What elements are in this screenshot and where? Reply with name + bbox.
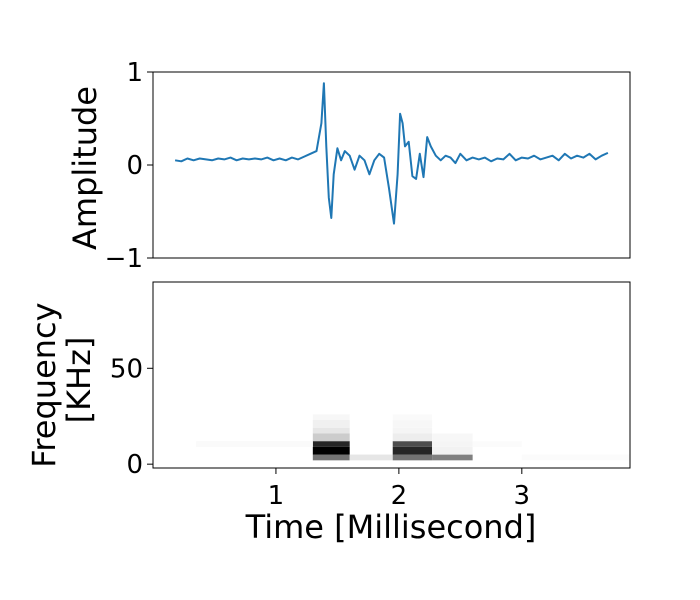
spectrogram-cell xyxy=(392,454,433,461)
waveform-series-line xyxy=(174,82,609,225)
spectrogram-cell xyxy=(312,441,350,447)
waveform-axes-frame xyxy=(152,71,631,259)
spectrogram-cells-layer xyxy=(196,414,630,461)
spectrogram-cell xyxy=(312,414,350,421)
spectrogram-cell xyxy=(392,427,433,434)
spectrogram-cell xyxy=(472,441,522,447)
spectrogram-cell xyxy=(312,454,350,461)
spectrogram-x-axis-label: Time [Millisecond] xyxy=(245,508,537,546)
waveform-y-axis-label: Amplitude xyxy=(66,86,104,250)
spectrogram-cell xyxy=(392,441,433,447)
spectrogram-x-tick-label: 3 xyxy=(514,481,531,511)
spectrogram-cell xyxy=(432,433,473,442)
spectrogram-cell xyxy=(392,414,433,421)
waveform-y-tick-label: 1 xyxy=(126,58,143,88)
spectrogram-cell xyxy=(349,454,393,461)
spectrogram-cell xyxy=(392,433,433,442)
waveform-line-layer xyxy=(174,82,609,225)
spectrogram-y-tick-label: 0 xyxy=(126,450,143,480)
spectrogram-cell xyxy=(432,454,473,461)
spectrogram-cell xyxy=(392,420,433,428)
spectrogram-cell xyxy=(432,441,473,447)
spectrogram-cell xyxy=(312,433,350,442)
spectrogram-x-tick-label: 2 xyxy=(391,481,408,511)
spectrogram-cell xyxy=(312,427,350,434)
waveform-subplot: 1 0 −1 Amplitude xyxy=(66,58,631,274)
waveform-y-ticks: 1 0 −1 xyxy=(105,58,153,274)
waveform-y-tick-label: 0 xyxy=(126,151,143,181)
spectrogram-axes-frame xyxy=(152,281,631,469)
spectrogram-x-ticks: 1 2 3 xyxy=(268,468,530,511)
spectrogram-cell xyxy=(392,446,433,455)
spectrogram-cell xyxy=(521,454,630,461)
spectrogram-y-ticks: 0 50 xyxy=(110,354,153,480)
spectrogram-x-tick-label: 1 xyxy=(268,481,285,511)
spectrogram-cell xyxy=(196,441,313,447)
spectrogram-y-tick-label: 50 xyxy=(110,354,143,384)
spectrogram-cell xyxy=(312,420,350,428)
spectrogram-y-axis-label-line2: [KHz] xyxy=(60,337,98,424)
spectrogram-y-axis-label: Frequency [KHz] xyxy=(25,292,98,467)
spectrogram-cell xyxy=(432,446,473,455)
waveform-y-tick-label: −1 xyxy=(105,244,143,274)
spectrogram-cell xyxy=(312,446,350,455)
spectrogram-y-axis-label-line1: Frequency xyxy=(25,302,63,467)
spectrogram-subplot: 0 50 1 2 3 Frequency [KHz] Time [Millisecon… xyxy=(25,281,631,546)
